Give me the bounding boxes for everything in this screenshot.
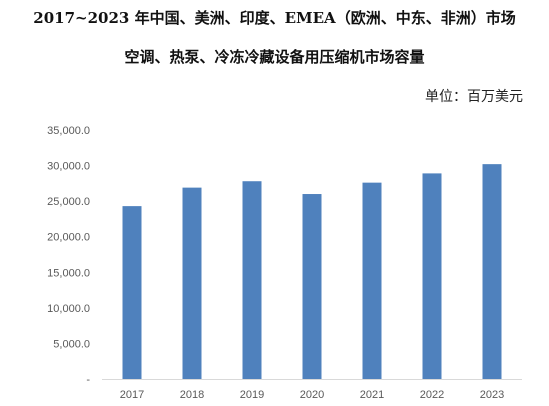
bar-2018 <box>182 187 202 379</box>
x-tick-label: 2017 <box>120 389 144 401</box>
x-tick-label: 2022 <box>420 389 444 401</box>
chart-title-line-2: 空调、热泵、冷冻冷藏设备用压缩机市场容量 <box>124 48 425 66</box>
x-axis: 2017 2018 2019 2020 2021 2022 2023 <box>102 379 522 401</box>
y-axis: - 5,000.0 10,000.0 15,000.0 20,000.0 25,000.0… <box>47 125 90 386</box>
y-tick-label: 15,000.0 <box>47 267 90 279</box>
y-tick-label: 10,000.0 <box>47 303 90 315</box>
bar-2021 <box>362 182 382 379</box>
x-tick-label: 2023 <box>480 389 504 401</box>
x-tick-label: 2020 <box>300 389 324 401</box>
bar-2017 <box>122 206 142 379</box>
chart-title-line-1: 2017~2023 年中国、美洲、印度、EMEA（欧洲、中东、非洲）市场 <box>33 9 516 27</box>
bars <box>122 164 502 379</box>
y-tick-label: 30,000.0 <box>47 161 90 173</box>
y-tick-label: 25,000.0 <box>47 196 90 208</box>
y-tick-label: 20,000.0 <box>47 232 90 244</box>
y-tick-label: 35,000.0 <box>47 125 90 137</box>
x-tick-label: 2019 <box>240 389 264 401</box>
x-tick-label: 2021 <box>360 389 384 401</box>
bar-2023 <box>482 164 502 379</box>
bar-2022 <box>422 173 442 379</box>
unit-label: 单位：百万美元 <box>425 89 523 105</box>
y-tick-label: - <box>86 374 90 386</box>
x-tick-label: 2018 <box>180 389 204 401</box>
bar-2020 <box>302 194 322 379</box>
bar-2019 <box>242 181 262 379</box>
bar-chart: - 5,000.0 10,000.0 15,000.0 20,000.0 25,000.0… <box>47 125 522 401</box>
y-tick-label: 5,000.0 <box>53 338 90 350</box>
